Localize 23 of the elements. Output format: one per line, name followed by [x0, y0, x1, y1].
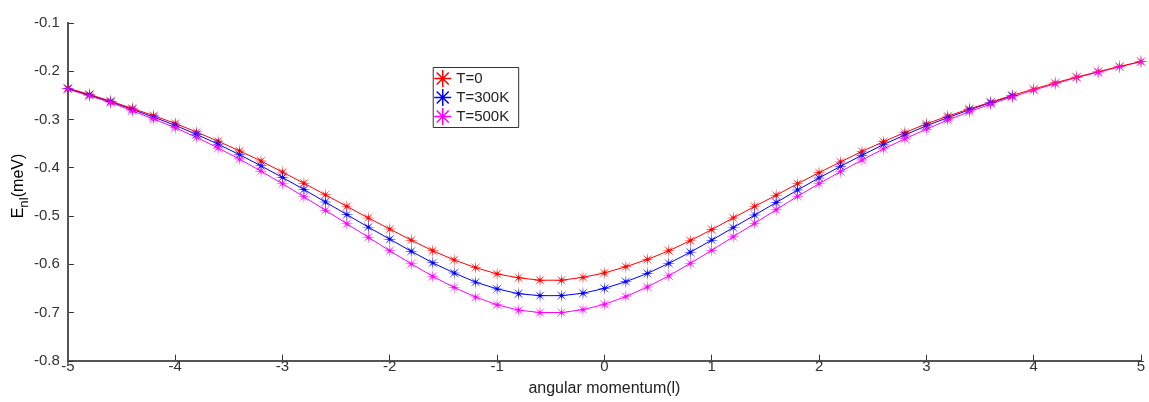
y-tick-label: -0.3: [33, 109, 60, 127]
legend-label: T=0: [456, 68, 483, 86]
x-tick-label: -2: [383, 356, 397, 374]
x-tick-label: 0: [600, 356, 609, 374]
x-tick-label: -3: [275, 356, 290, 374]
x-axis-title: angular momentum(l): [528, 378, 681, 396]
y-tick-label: -0.2: [33, 61, 60, 79]
x-tick-label: 4: [1029, 356, 1038, 374]
y-tick-label: -0.1: [33, 13, 60, 31]
x-tick-label: -1: [490, 356, 504, 374]
x-tick-label: 5: [1136, 356, 1146, 374]
y-tick-label: -0.7: [33, 302, 60, 320]
x-tick-label: -4: [168, 356, 182, 374]
y-tick-label: -0.4: [33, 157, 60, 175]
legend-label: T=500K: [456, 106, 510, 124]
x-tick-label: 3: [922, 356, 931, 374]
x-tick-label: -5: [61, 356, 75, 374]
legend-label: T=300K: [456, 87, 510, 105]
x-tick-label: 1: [707, 356, 716, 374]
y-tick-label: -0.5: [33, 206, 60, 224]
y-tick-label: -0.6: [33, 254, 60, 272]
x-tick-label: 2: [814, 356, 824, 374]
y-tick-label: -0.8: [33, 350, 60, 368]
